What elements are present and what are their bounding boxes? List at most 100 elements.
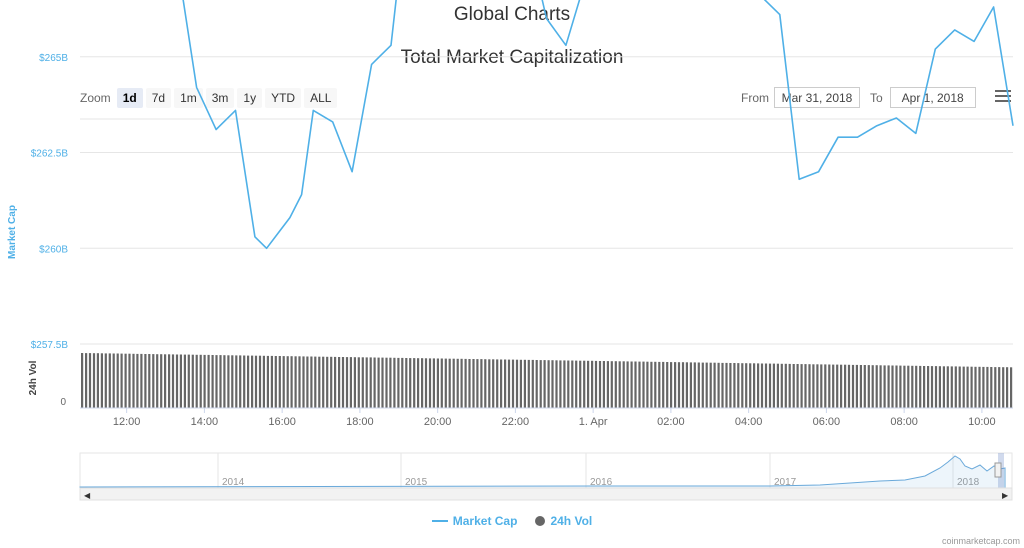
volume-bar — [96, 353, 99, 408]
volume-bar — [919, 365, 922, 408]
zoom-7d-button[interactable]: 7d — [145, 88, 172, 108]
volume-bar — [768, 363, 772, 408]
x-tick-label: 1. Apr — [579, 416, 608, 428]
volume-bar — [998, 367, 1001, 408]
legend-volume[interactable]: 24h Vol — [535, 514, 592, 528]
from-date-input[interactable]: Mar 31, 2018 — [774, 87, 860, 108]
volume-bar — [543, 360, 546, 408]
navigator-scrollbar — [79, 487, 1013, 501]
volume-bar — [970, 366, 973, 408]
volume-bar — [915, 365, 918, 408]
volume-bar — [591, 360, 594, 408]
navigator-year-label: 2015 — [405, 477, 428, 488]
volume-bar — [725, 362, 728, 408]
volume-bar — [199, 354, 202, 408]
zoom-ytd-button[interactable]: YTD — [265, 88, 302, 108]
navigator-year-label: 2016 — [590, 477, 613, 488]
volume-bar — [938, 366, 941, 408]
volume-bar — [709, 362, 712, 408]
volume-bar — [326, 356, 329, 408]
volume-bar — [377, 357, 380, 408]
volume-bar — [460, 358, 463, 408]
volume-bar — [385, 357, 388, 408]
volume-bar — [484, 359, 487, 408]
volume-bar — [788, 363, 791, 408]
volume-bar — [195, 354, 198, 408]
volume-bar — [662, 361, 665, 408]
volume-bar — [650, 361, 653, 408]
volume-bar — [832, 364, 835, 408]
volume-bar — [290, 356, 293, 408]
volume-bar — [405, 358, 408, 408]
chart-title: Total Market Capitalization — [400, 47, 624, 68]
volume-bar — [492, 359, 495, 408]
volume-bar — [713, 362, 716, 408]
volume-tick-label: 0 — [60, 397, 66, 408]
volume-bar — [836, 364, 839, 408]
volume-bar — [322, 356, 325, 408]
volume-bar — [958, 366, 961, 408]
volume-bar — [855, 364, 858, 408]
volume-bar — [745, 363, 748, 408]
volume-bar — [341, 357, 345, 408]
volume-bar — [994, 367, 997, 408]
volume-bar — [642, 361, 645, 408]
x-tick-label: 16:00 — [268, 416, 296, 428]
market-cap-line — [182, 0, 1014, 250]
volume-bar — [140, 353, 143, 408]
volume-bar — [737, 363, 740, 408]
volume-bar — [397, 357, 400, 408]
volume-bar — [488, 359, 491, 408]
volume-bar — [515, 359, 519, 408]
page-title: Global Charts — [453, 4, 571, 25]
volume-bar — [262, 355, 265, 408]
zoom-all-button[interactable]: ALL — [304, 88, 338, 108]
volume-bar — [171, 354, 175, 408]
volume-bar — [504, 359, 507, 408]
volume-bar — [258, 355, 262, 408]
volume-bar — [579, 360, 582, 408]
volume-bar — [1006, 367, 1009, 408]
to-date-input[interactable]: Apr 1, 2018 — [889, 87, 976, 108]
volume-bar — [349, 357, 352, 408]
volume-bar — [859, 365, 862, 408]
legend-market-cap[interactable]: Market Cap — [431, 514, 517, 528]
volume-bar — [539, 360, 542, 408]
hamburger-menu-icon[interactable] — [995, 90, 1011, 104]
volume-bar — [144, 354, 147, 408]
volume-bar — [108, 353, 111, 408]
volume-bar — [689, 362, 692, 408]
credit-link[interactable]: coinmarketcap.com — [941, 536, 1020, 546]
zoom-3m-button[interactable]: 3m — [205, 88, 235, 108]
volume-bar — [776, 363, 779, 408]
volume-bar — [179, 354, 182, 408]
volume-bar — [523, 359, 526, 408]
volume-bar — [345, 357, 349, 408]
volume-bar — [413, 358, 416, 408]
volume-bar — [136, 353, 139, 408]
volume-axis-title: 24h Vol — [28, 360, 39, 395]
volume-bar — [298, 356, 301, 408]
volume-bar — [954, 366, 957, 408]
volume-bar — [844, 364, 847, 408]
volume-bar — [511, 359, 515, 408]
volume-bar — [701, 362, 704, 408]
volume-bar — [757, 363, 760, 408]
volume-bar — [729, 363, 732, 408]
zoom-1m-button[interactable]: 1m — [174, 88, 203, 108]
volume-bar — [634, 361, 637, 408]
volume-bar — [168, 354, 171, 408]
volume-bar — [468, 359, 471, 408]
volume-bar — [974, 366, 977, 408]
zoom-1d-button[interactable]: 1d — [116, 88, 143, 108]
volume-bar — [903, 365, 906, 408]
volume-bar — [254, 355, 258, 408]
volume-bar — [598, 361, 602, 408]
zoom-1y-button[interactable]: 1y — [237, 88, 263, 108]
volume-bar — [247, 355, 250, 408]
y-axis-title: Market Cap — [7, 205, 18, 259]
legend: Market Cap 24h Vol — [0, 514, 1024, 528]
volume-bar — [594, 360, 598, 408]
volume-bar — [223, 355, 226, 408]
volume-bar — [132, 353, 135, 408]
